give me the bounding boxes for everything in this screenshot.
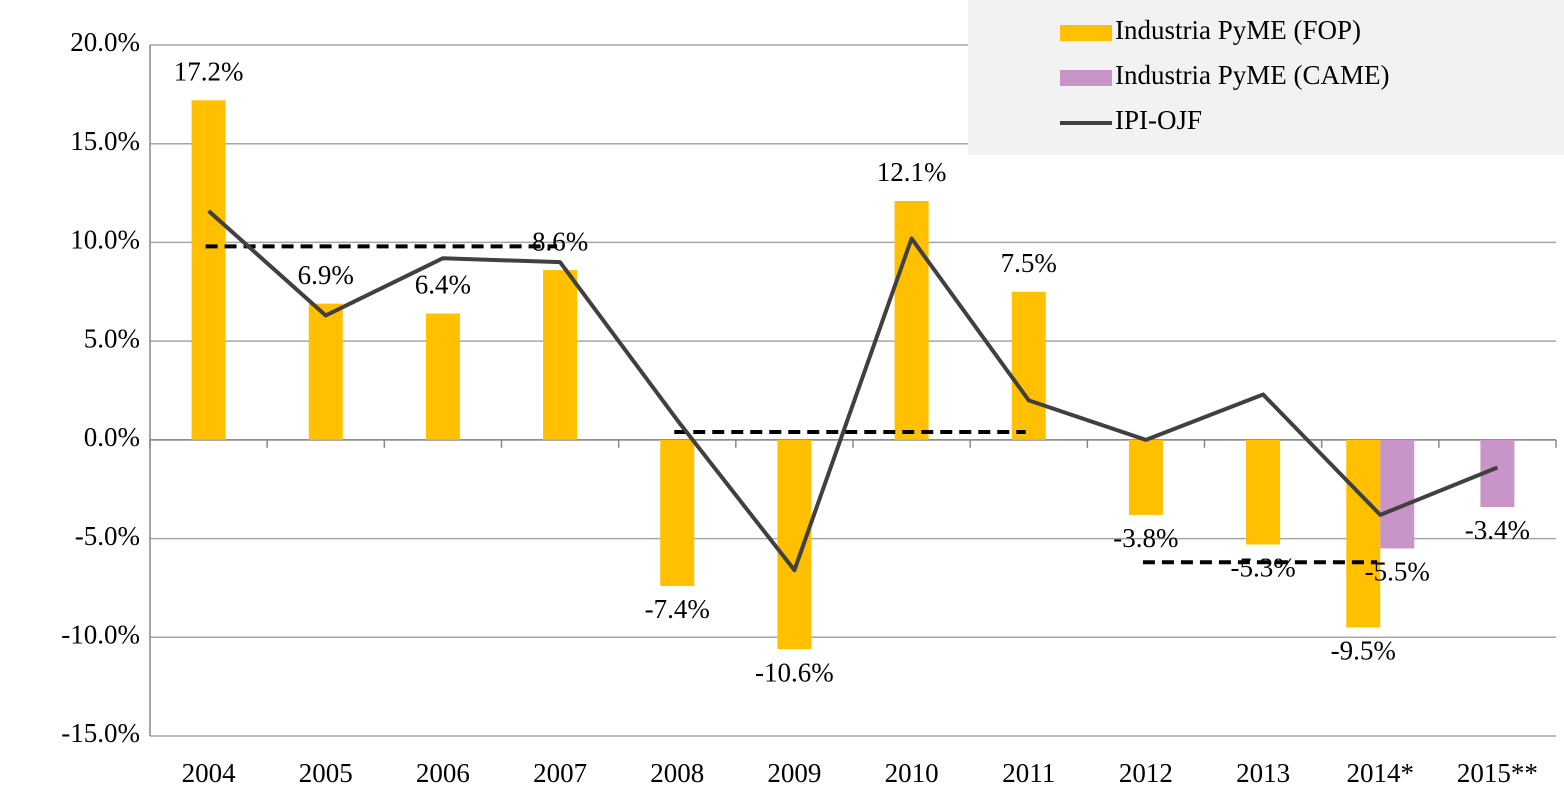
bar [1380, 439, 1415, 549]
x-tick-label: 2009 [767, 758, 821, 788]
legend-label: Industria PyME (CAME) [1115, 60, 1389, 90]
y-tick-label: -15.0% [61, 718, 140, 748]
x-tick-label: 2004 [182, 758, 237, 788]
x-tick-label: 2011 [1002, 758, 1055, 788]
data-label: 8.6% [532, 226, 588, 256]
bar [1346, 439, 1381, 628]
x-tick-label: 2014* [1347, 758, 1415, 788]
bar [660, 439, 695, 586]
data-label: 7.5% [1001, 248, 1057, 278]
data-label: -3.4% [1465, 515, 1530, 545]
x-tick-label: 2010 [885, 758, 939, 788]
x-tick-label: 2005 [299, 758, 353, 788]
data-label: -9.5% [1331, 636, 1396, 666]
x-tick-label: 2006 [416, 758, 470, 788]
data-label: 6.9% [298, 260, 354, 290]
x-tick-label: 2013 [1236, 758, 1290, 788]
y-tick-label: 20.0% [70, 27, 140, 57]
x-tick-label: 2007 [533, 758, 587, 788]
y-tick-label: 0.0% [84, 422, 140, 452]
data-label: 17.2% [174, 56, 244, 86]
data-label: -10.6% [755, 657, 834, 687]
data-label: -3.8% [1113, 523, 1178, 553]
data-label: -5.3% [1230, 553, 1295, 583]
legend-label: IPI-OJF [1115, 105, 1202, 135]
y-tick-label: 15.0% [70, 126, 140, 156]
data-label: 12.1% [877, 157, 947, 187]
data-label: -7.4% [645, 594, 710, 624]
data-label: 6.4% [415, 270, 471, 300]
legend-swatch [1060, 25, 1112, 41]
bar [543, 270, 578, 440]
legend-label: Industria PyME (FOP) [1115, 15, 1361, 45]
y-tick-label: -10.0% [61, 619, 140, 649]
line [207, 209, 1499, 573]
y-tick-label: -5.0% [75, 521, 140, 551]
legend-swatch [1060, 70, 1112, 86]
x-tick-label: 2012 [1119, 758, 1173, 788]
y-tick-label: 10.0% [70, 225, 140, 255]
bar [308, 303, 343, 440]
y-tick-label: 5.0% [84, 323, 140, 353]
bar [777, 439, 812, 650]
bar [1128, 439, 1163, 515]
x-tick-label: 2008 [650, 758, 704, 788]
bar [1011, 291, 1046, 440]
bar [425, 313, 460, 440]
x-tick-label: 2015** [1457, 758, 1538, 788]
bar [1246, 439, 1281, 545]
bar [191, 100, 226, 440]
